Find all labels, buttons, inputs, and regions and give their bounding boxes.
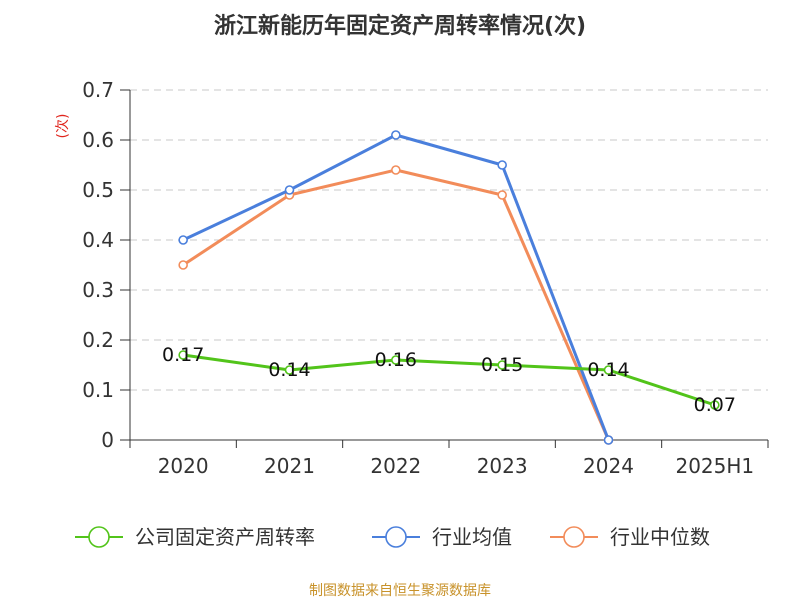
y-tick-label: 0.4 [82, 228, 114, 252]
data-point [497, 190, 507, 200]
series-0: 0.17 0.14 0.16 0.15 0.14 0.07 [162, 344, 736, 416]
x-tick-label: 2021 [264, 454, 315, 478]
data-point [391, 165, 401, 175]
grid [130, 89, 768, 391]
legend-item-2[interactable]: 行业中位数 [550, 525, 710, 549]
legend-item-0[interactable]: 公司固定资产周转率 [75, 525, 315, 549]
data-point [391, 355, 401, 365]
data-point [710, 400, 720, 410]
legend-swatch-marker [385, 526, 407, 548]
chart-title: 浙江新能历年固定资产周转率情况(次) [214, 13, 586, 39]
data-label: 0.17 [162, 344, 204, 366]
legend-swatch-marker [563, 526, 585, 548]
data-label: 0.15 [481, 354, 523, 376]
data-point [603, 365, 614, 375]
data-point [603, 435, 614, 445]
y-tick-label: 0.5 [82, 178, 114, 202]
x-tick-label: 2025H1 [675, 454, 754, 478]
data-label: 0.16 [375, 349, 417, 371]
data-point [178, 235, 188, 245]
data-point [178, 350, 188, 360]
series-line [182, 133, 610, 441]
x-tick-label: 2024 [583, 454, 634, 478]
x-tick-label: 2020 [158, 454, 209, 478]
data-label: 0.14 [587, 359, 629, 381]
data-label: 0.14 [268, 359, 310, 381]
series-group: 0.17 0.14 0.16 0.15 0.14 0.07 [162, 130, 736, 445]
legend-label: 公司固定资产周转率 [135, 525, 315, 549]
data-point [178, 260, 188, 270]
y-tick-label: 0.7 [82, 78, 114, 102]
y-tick-label: 0.1 [82, 378, 114, 402]
data-label: 0.07 [694, 394, 736, 416]
data-point [284, 365, 295, 375]
x-tick-label: 2023 [477, 454, 528, 478]
legend[interactable]: 公司固定资产周转率 行业均值 行业中位数 [75, 525, 710, 549]
y-tick-label: 0.2 [82, 328, 114, 352]
series-1 [178, 130, 614, 445]
y-tick-label: 0 [101, 428, 114, 452]
x-tick-label: 2022 [370, 454, 421, 478]
legend-item-1[interactable]: 行业均值 [372, 525, 512, 549]
legend-swatch-marker [88, 526, 110, 548]
data-point [497, 160, 507, 170]
y-tick-label: 0.6 [82, 128, 114, 152]
legend-label: 行业中位数 [610, 525, 710, 549]
axes: 0 0.1 0.2 0.3 0.4 0.5 0.6 0.7 2020 2021 2022 2023 20… [82, 78, 769, 478]
legend-label: 行业均值 [432, 525, 512, 549]
y-tick-label: 0.3 [82, 278, 114, 302]
data-point [391, 130, 401, 140]
y-axis-label: (次) [55, 114, 71, 139]
data-point [284, 185, 295, 195]
series-line [182, 353, 716, 407]
data-point [497, 360, 507, 370]
series-2 [178, 165, 614, 445]
source-note: 制图数据来自恒生聚源数据库 [309, 583, 491, 599]
